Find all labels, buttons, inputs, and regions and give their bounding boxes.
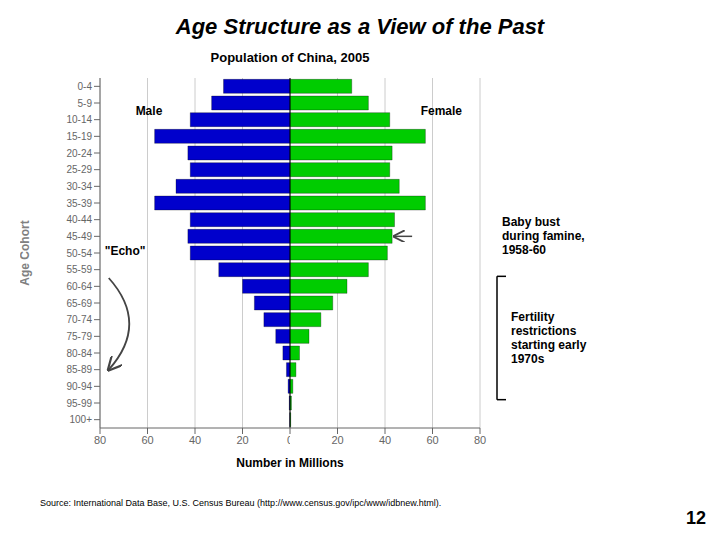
svg-text:0: 0	[287, 434, 290, 446]
svg-text:40: 40	[379, 434, 391, 446]
svg-text:100+: 100+	[69, 414, 92, 425]
svg-text:40-44: 40-44	[66, 214, 92, 225]
svg-text:20-24: 20-24	[66, 148, 92, 159]
svg-text:15-19: 15-19	[66, 131, 92, 142]
html-text:Source: International Data Bas: Source: International Data Base, U.S. Ce…	[40, 498, 442, 508]
svg-text:45-49: 45-49	[66, 231, 92, 242]
svg-text:85-89: 85-89	[66, 364, 92, 375]
svg-text:50-54: 50-54	[66, 248, 92, 259]
svg-text:90-94: 90-94	[66, 381, 92, 392]
svg-text:20: 20	[236, 434, 248, 446]
svg-text:Age Cohort: Age Cohort	[20, 220, 32, 285]
svg-text:10-14: 10-14	[66, 114, 92, 125]
svg-text:70-74: 70-74	[66, 314, 92, 325]
html-text:Female: Female	[420, 104, 462, 119]
svg-text:35-39: 35-39	[66, 198, 92, 209]
svg-text:20: 20	[331, 434, 343, 446]
svg-text:75-79: 75-79	[66, 331, 92, 342]
svg-text:80-84: 80-84	[66, 348, 92, 359]
svg-text:80: 80	[94, 434, 106, 446]
html-text:Male: Male	[135, 104, 163, 119]
html-text:Age Structure as a View of the: Age Structure as a View of the Past	[175, 14, 545, 39]
svg-text:25-29: 25-29	[66, 164, 92, 175]
svg-text:60: 60	[426, 434, 438, 446]
svg-text:60-64: 60-64	[66, 281, 92, 292]
svg-text:5-9: 5-9	[78, 98, 93, 109]
svg-text:0-4: 0-4	[78, 81, 93, 92]
svg-text:65-69: 65-69	[66, 298, 92, 309]
html-text:Baby bust during famine, 1958-: Baby bust during famine, 1958-60	[502, 215, 585, 258]
svg-text:80: 80	[474, 434, 486, 446]
html-text:Population of China, 2005: Population of China, 2005	[210, 50, 370, 65]
html-text:Fertility restrictions startin: Fertility restrictions starting early 19…	[511, 310, 587, 366]
svg-text:60: 60	[141, 434, 153, 446]
svg-text:30-34: 30-34	[66, 181, 92, 192]
html-text:Number in Millions: Number in Millions	[236, 456, 344, 470]
svg-text:55-59: 55-59	[66, 264, 92, 275]
svg-text:95-99: 95-99	[66, 398, 92, 409]
html-text:12: 12	[686, 508, 706, 528]
svg-text:40: 40	[189, 434, 201, 446]
html-text:"Echo": "Echo"	[104, 244, 146, 258]
